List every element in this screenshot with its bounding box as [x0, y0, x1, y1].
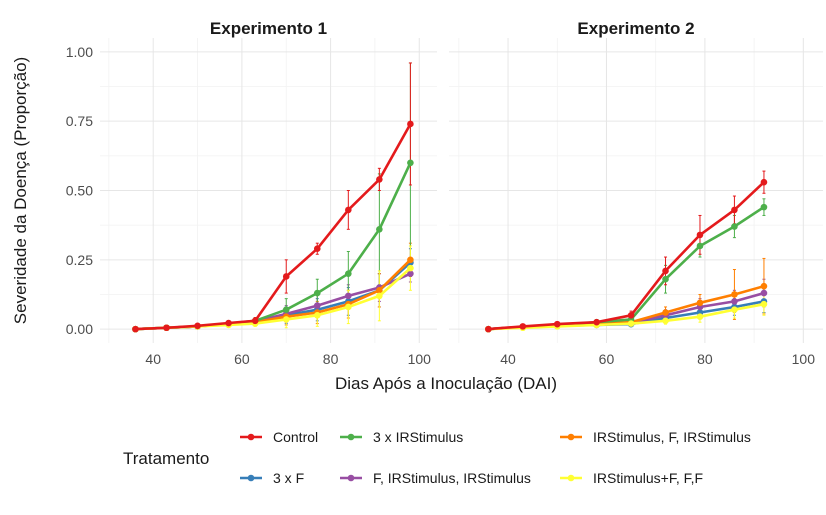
y-tick-label: 1.00 [66, 44, 93, 60]
panel-1-irstimulus-f-irstimulus-point [407, 256, 414, 264]
panel-2-x-tick-label: 100 [792, 351, 816, 367]
panel-1-control-point [282, 273, 290, 280]
panel-1-3-x-irstimulus-point [282, 306, 290, 314]
panel-2-3-x-irstimulus-point [760, 203, 768, 211]
legend-3-x-irstimulus-label: 3 x IRStimulus [373, 429, 463, 445]
panel-2-irstimulus-f-f-f-point [662, 317, 669, 325]
panel-1-irstimulus-f-f-f-point [376, 292, 383, 300]
panel-1-control-point [345, 206, 352, 214]
panel-2-f-irstimulus-irstimulus-point [731, 298, 738, 305]
panel-1-control-line [135, 123, 412, 331]
panel-2-irstimulus-f-f-f-point [627, 320, 635, 327]
panel-1-control-point [132, 325, 139, 333]
panel-1-control-point [407, 120, 414, 128]
y-tick-label: 0.25 [66, 252, 93, 268]
panel-2-control-point [593, 318, 600, 326]
legend-f-irstimulus-irstimulus-label: F, IRStimulus, IRStimulus [373, 470, 531, 486]
panel-1-f-irstimulus-irstimulus-point [345, 292, 352, 300]
legend-3-x-f-key-point [247, 474, 255, 482]
panel-1-f-irstimulus-irstimulus-point [313, 302, 321, 309]
panel-2-f-irstimulus-irstimulus-point [760, 289, 768, 297]
panel-2-x-tick-label: 80 [697, 351, 713, 367]
panel-2-irstimulus-f-irstimulus-point [731, 291, 738, 298]
panel-1-irstimulus-f-f-f-line [135, 267, 412, 331]
panel-2-irstimulus-f-f-f-point [696, 313, 704, 320]
legend-irstimulus-f-f-f-key-point [567, 474, 575, 482]
panel-2-control-point [627, 311, 635, 319]
panel-1-3-x-irstimulus-point [376, 226, 383, 233]
panel-1-irstimulus-f-f-f-point [282, 316, 290, 323]
panel-1-irstimulus-f-irstimulus-point [376, 287, 383, 294]
panel-1-3-x-irstimulus-point [407, 159, 414, 167]
panel-2-irstimulus-f-irstimulus-point [760, 282, 768, 290]
legend-control-label: Control [273, 429, 318, 445]
panel-1-f-irstimulus-irstimulus-point [407, 270, 414, 277]
panel-1-control-point [163, 324, 170, 332]
legend-3-x-f-label: 3 x F [273, 470, 304, 486]
panel-2-control-point [485, 325, 492, 333]
panel-1-x-tick-label: 100 [408, 351, 432, 367]
panel-2-irstimulus-f-irstimulus-point [696, 299, 704, 307]
legend-irstimulus-f-irstimulus-key-point [567, 433, 575, 441]
panel-2-irstimulus-f-irstimulus-point [662, 309, 669, 316]
panel-1-control-point [313, 245, 321, 253]
legend-f-irstimulus-irstimulus-key-point [347, 474, 355, 482]
legend-irstimulus-f-irstimulus-label: IRStimulus, F, IRStimulus [593, 429, 751, 445]
panel-2-control-point [696, 231, 704, 239]
panel-2-3-x-irstimulus-point [662, 275, 669, 283]
panel-2-control-point [553, 320, 561, 328]
panel-2-control-point [731, 206, 738, 214]
panel-1-irstimulus-f-f-f-point [407, 264, 414, 272]
panel-1-x-tick-label: 80 [323, 351, 339, 367]
panel-1-control-point [225, 319, 232, 327]
x-axis-title: Dias Após a Inoculação (DAI) [335, 374, 557, 393]
panel-2-irstimulus-f-f-f-point [731, 306, 738, 314]
panel-2-3-x-irstimulus-point [731, 223, 738, 230]
panel-2-control-line [488, 181, 765, 331]
legend-control-key-point [247, 433, 255, 441]
panel-1-3-x-irstimulus-point [345, 270, 352, 277]
panel-2-3-x-irstimulus-point [696, 242, 704, 250]
panel-1-control-point [194, 322, 201, 330]
panel-2-x-tick-label: 60 [599, 351, 615, 367]
y-axis-title: Severidade da Doença (Proporção) [11, 57, 30, 324]
panel-1-x-tick-label: 60 [234, 351, 250, 367]
panel-1-title: Experimento 1 [210, 19, 327, 38]
panel-2-x-tick-label: 40 [500, 351, 516, 367]
y-tick-label: 0.75 [66, 113, 93, 129]
y-tick-label: 0.50 [66, 183, 93, 199]
panel-2-title: Experimento 2 [577, 19, 694, 38]
panel-1-x-tick-label: 40 [145, 351, 161, 367]
panel-2-control-point [519, 323, 527, 330]
panel-1-control-point [376, 176, 383, 183]
panel-2-control-point [662, 267, 669, 275]
panel-1-irstimulus-f-f-f-point [345, 303, 352, 311]
legend-title: Tratamento [123, 449, 209, 468]
panel-1-irstimulus-f-f-f-point [313, 311, 321, 319]
panel-1-control-point [251, 317, 259, 325]
legend-3-x-irstimulus-key-point [347, 433, 355, 441]
panel-2-control-point [760, 178, 768, 186]
y-tick-label: 0.00 [66, 321, 93, 337]
panel-1-3-x-irstimulus-point [313, 289, 321, 297]
panel-2-irstimulus-f-f-f-point [760, 300, 768, 308]
legend-irstimulus-f-f-f-label: IRStimulus+F, F,F [593, 470, 703, 486]
